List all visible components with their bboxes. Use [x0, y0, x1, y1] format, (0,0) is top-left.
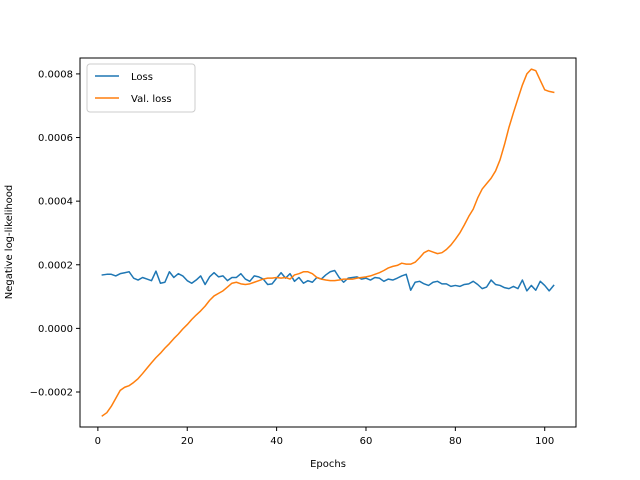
x-axis-label: Epochs: [310, 459, 346, 470]
series-line-val-loss: [101, 68, 555, 417]
legend: Loss Val. loss: [86, 63, 196, 113]
x-tick-label: 40: [270, 436, 283, 447]
x-tick-label: 0: [95, 436, 101, 447]
y-tick-label: 0.0002: [38, 260, 73, 271]
y-axis: −0.0002 0.0000 0.0002 0.0004 0.0006 0.0008: [30, 69, 80, 399]
series-layer: [101, 68, 555, 417]
x-axis: 0 20 40 60 80 100: [95, 427, 554, 447]
y-tick-label: 0.0004: [38, 197, 73, 208]
y-tick-label: −0.0002: [30, 388, 73, 399]
legend-label-loss: Loss: [131, 72, 153, 83]
y-tick-label: 0.0006: [38, 133, 73, 144]
y-tick-label: 0.0008: [38, 69, 73, 80]
y-axis-label: Negative log-likelihood: [4, 185, 15, 300]
series-line-loss: [101, 269, 555, 292]
x-tick-label: 60: [360, 436, 373, 447]
x-tick-label: 100: [535, 436, 554, 447]
x-tick-label: 80: [449, 436, 462, 447]
y-tick-label: 0.0000: [38, 324, 73, 335]
x-tick-label: 20: [181, 436, 194, 447]
plot-frame: [79, 57, 577, 428]
legend-label-val-loss: Val. loss: [131, 94, 172, 105]
